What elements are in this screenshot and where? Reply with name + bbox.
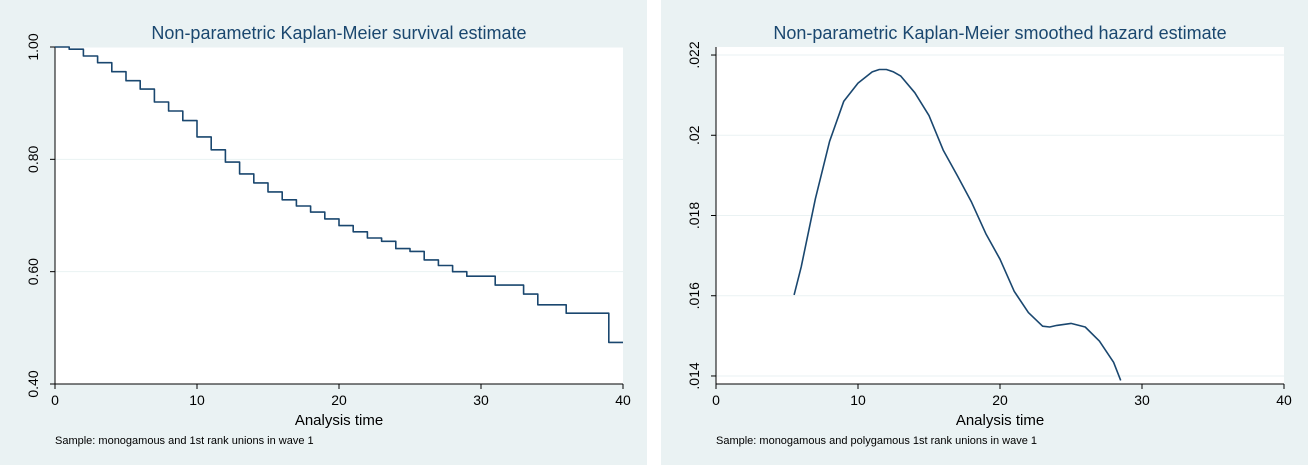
y-tick-label: 1.00 [25,33,41,60]
y-tick-label: 0.60 [25,258,41,285]
x-tick-label: 20 [992,392,1008,408]
y-tick-label: 0.40 [25,370,41,397]
x-tick-label: 40 [615,392,631,408]
y-tick-label: .02 [686,125,702,145]
y-tick-label: 0.80 [25,145,41,172]
y-tick-label: .022 [686,41,702,68]
x-tick-label: 10 [189,392,205,408]
chart-1-svg: Non-parametric Kaplan-Meier survival est… [25,23,631,447]
chart-2-svg: Non-parametric Kaplan-Meier smoothed haz… [686,23,1292,447]
survival-step-line [55,46,623,344]
hazard-chart-panel: Non-parametric Kaplan-Meier smoothed haz… [661,0,1308,465]
y-tick-label: .016 [686,282,702,309]
x-tick-label: 10 [850,392,866,408]
x-tick-label: 20 [331,392,347,408]
chart-title: Non-parametric Kaplan-Meier survival est… [151,23,526,43]
x-tick-label: 0 [51,392,59,408]
sample-note: Sample: monogamous and polygamous 1st ra… [716,435,1037,447]
x-tick-label: 40 [1276,392,1292,408]
x-tick-label: 30 [473,392,489,408]
x-axis-title: Analysis time [956,412,1044,429]
survival-chart-panel: Non-parametric Kaplan-Meier survival est… [0,0,647,465]
x-tick-label: 30 [1134,392,1150,408]
y-tick-label: .018 [686,202,702,229]
sample-note: Sample: monogamous and 1st rank unions i… [55,435,314,447]
x-tick-label: 0 [712,392,720,408]
hazard-curve-line [793,68,1122,381]
chart-title: Non-parametric Kaplan-Meier smoothed haz… [773,23,1226,43]
y-tick-label: .014 [686,362,702,389]
x-axis-title: Analysis time [295,412,383,429]
plot-area [55,47,623,384]
